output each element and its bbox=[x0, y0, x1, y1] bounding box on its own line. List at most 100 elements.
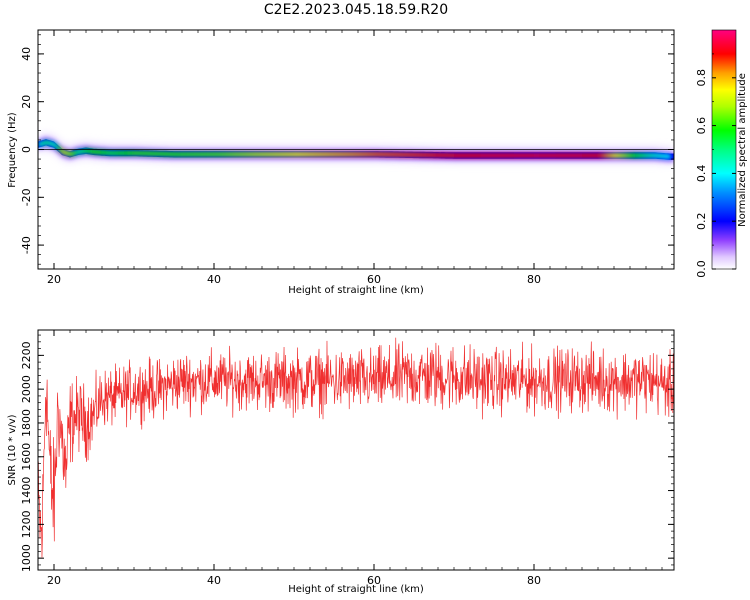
ridge-cell bbox=[260, 152, 269, 157]
ridge-cell bbox=[134, 150, 139, 156]
ridge-cell bbox=[447, 153, 455, 158]
ridge-cell bbox=[177, 152, 182, 157]
colorbar-tick-label: 0.0 bbox=[695, 260, 708, 278]
ridge-cell bbox=[95, 149, 98, 155]
ridge-cell bbox=[104, 150, 107, 155]
ridge-cell bbox=[103, 150, 106, 155]
ridge-cell bbox=[340, 152, 349, 157]
heatmap-y-tick-label: -20 bbox=[20, 188, 33, 206]
ridge-cell bbox=[587, 153, 594, 158]
ridge-cell bbox=[460, 153, 469, 158]
figure-title: C2E2.2023.045.18.59.R20 bbox=[264, 2, 448, 18]
snr-y-tick-label: 1000 bbox=[20, 544, 33, 572]
ridge-cell bbox=[434, 153, 442, 158]
ridge-cell bbox=[654, 153, 657, 158]
ridge-cell bbox=[126, 150, 129, 156]
snr-x-tick-label: 60 bbox=[367, 574, 381, 587]
ridge-cell bbox=[400, 152, 409, 157]
snr-y-axis-label: SNR (10 * v/v) bbox=[7, 414, 18, 485]
ridge-cell bbox=[576, 153, 583, 158]
ridge-cell bbox=[267, 152, 275, 157]
ridge-cell bbox=[650, 153, 653, 158]
colorbar-label: Normalized spectral amplitude bbox=[737, 73, 748, 227]
ridge-cell bbox=[550, 153, 557, 158]
ridge-cell bbox=[480, 153, 489, 158]
ridge-cell bbox=[347, 152, 355, 157]
ridge-cell bbox=[652, 153, 655, 158]
ridge-cell bbox=[210, 152, 215, 157]
ridge-core bbox=[38, 140, 671, 159]
ridge-cell bbox=[170, 152, 175, 157]
ridge-cell bbox=[130, 150, 133, 156]
ridge-cell bbox=[98, 150, 101, 155]
ridge-cell bbox=[144, 151, 149, 156]
ridge-cell bbox=[474, 153, 482, 158]
ridge-cell bbox=[638, 153, 641, 158]
colorbar-gradient bbox=[711, 29, 737, 270]
ridge-cell bbox=[354, 152, 362, 157]
snr-x-axis-label: Height of straight line (km) bbox=[288, 584, 424, 595]
ridge-cell bbox=[197, 152, 202, 157]
ridge-cell bbox=[120, 150, 123, 156]
ridge-cell bbox=[600, 153, 605, 158]
ridge-cell bbox=[608, 153, 613, 158]
ridge-cell bbox=[662, 153, 665, 159]
ridge-cell bbox=[187, 152, 192, 157]
ridge-cell bbox=[606, 153, 610, 158]
ridge-cell bbox=[184, 152, 189, 157]
heatmap-x-tick-label: 80 bbox=[527, 273, 541, 286]
colorbar-tick-label: 0.4 bbox=[695, 165, 708, 183]
ridge-cell bbox=[560, 153, 567, 158]
ridge-cell bbox=[280, 152, 289, 157]
ridge-cell bbox=[124, 150, 127, 156]
ridge-cell bbox=[220, 152, 229, 157]
ridge-cell bbox=[454, 153, 462, 158]
ridge-cell bbox=[160, 151, 165, 157]
colorbar-tick-label: 0.8 bbox=[695, 69, 708, 87]
ridge-cell bbox=[274, 152, 282, 157]
ridge-cell bbox=[539, 153, 546, 158]
ridge-cell bbox=[132, 150, 135, 156]
colorbar: 0.0 0.2 0.4 0.6 0.8 Normalized spectral ampl… bbox=[695, 29, 748, 278]
ridge-cell bbox=[247, 152, 255, 157]
ridge-cell bbox=[118, 150, 121, 156]
ridge-cell bbox=[644, 153, 647, 158]
ridge-cell bbox=[96, 149, 99, 155]
ridge-cell bbox=[99, 150, 102, 155]
ridge-cell bbox=[487, 153, 495, 158]
snr-series-line bbox=[38, 337, 674, 558]
ridge-cell bbox=[334, 152, 342, 157]
ridge-cell bbox=[622, 153, 626, 158]
ridge-cell bbox=[630, 153, 633, 158]
ridge-cell bbox=[592, 153, 599, 158]
ridge-cell bbox=[106, 150, 109, 155]
spectral-ridge bbox=[38, 133, 674, 165]
ridge-cell bbox=[200, 152, 205, 157]
heatmap-y-axis-label: Frequency (Hz) bbox=[7, 112, 18, 188]
ridge-cell bbox=[387, 152, 395, 157]
ridge-cell bbox=[514, 153, 522, 158]
ridge-cell bbox=[624, 153, 629, 158]
ridge-cell bbox=[527, 153, 535, 158]
ridge-cell bbox=[174, 152, 179, 157]
ridge-cell bbox=[659, 153, 662, 159]
ridge-cell bbox=[360, 152, 369, 157]
heatmap-y-tick-label: 20 bbox=[20, 95, 33, 109]
ridge-cell bbox=[642, 153, 645, 158]
snr-y-tick-label: 1400 bbox=[20, 477, 33, 505]
ridge-cell bbox=[320, 152, 329, 157]
ridge-cell bbox=[94, 149, 97, 155]
ridge-cell bbox=[214, 152, 222, 157]
ridge-cell bbox=[140, 151, 145, 156]
ridge-cell bbox=[107, 150, 110, 156]
ridge-cell bbox=[122, 150, 125, 156]
ridge-cell bbox=[367, 152, 375, 157]
snr-x-tick-label: 40 bbox=[207, 574, 221, 587]
ridge-cell bbox=[427, 152, 435, 158]
snr-x-tick-label: 20 bbox=[47, 574, 61, 587]
ridge-cell bbox=[664, 154, 667, 159]
snr-y-tick-label: 1800 bbox=[20, 409, 33, 437]
ridge-cell bbox=[611, 153, 615, 158]
ridge-cell bbox=[234, 152, 242, 157]
